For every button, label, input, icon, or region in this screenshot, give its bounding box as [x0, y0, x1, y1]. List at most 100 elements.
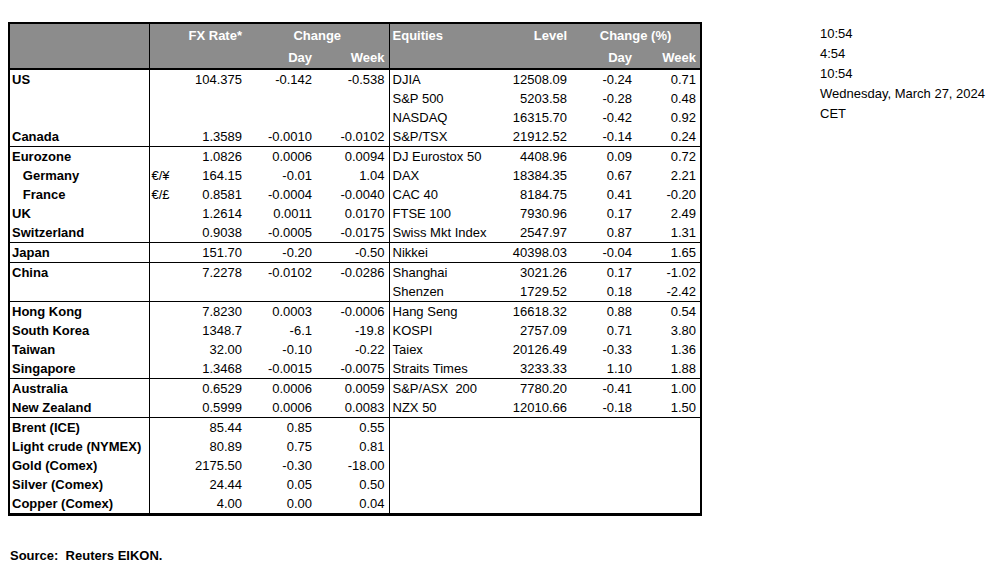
country-cell [9, 108, 149, 127]
fx-rate-value: 7.2278 [202, 265, 242, 280]
fx-day-header: Day [246, 47, 316, 69]
table-row: UK 1.2614 0.0011 0.0170 FTSE 100 7930.96… [9, 204, 701, 223]
fx-change-week-cell: -19.8 [316, 321, 389, 340]
fx-rate-cell [149, 108, 246, 127]
fx-change-day-cell: -0.0015 [246, 359, 316, 379]
equity-level-cell: 4408.96 [496, 147, 571, 167]
equity-change-week-cell: -1.02 [636, 263, 701, 283]
fx-rate-value: 1.2614 [202, 206, 242, 221]
equity-level-cell: 21912.52 [496, 127, 571, 147]
table-body: US 104.375 -0.142 -0.538 DJIA 12508.09 -… [9, 69, 701, 515]
equity-change-week-cell: 3.80 [636, 321, 701, 340]
fx-rate-value: 0.8581 [202, 187, 242, 202]
fx-rate-cell: 1.0826 [149, 147, 246, 167]
equity-level-cell: 2757.09 [496, 321, 571, 340]
equity-change-week-cell: 1.31 [636, 223, 701, 243]
equity-level-cell [496, 418, 571, 438]
equity-change-day-cell [571, 437, 636, 456]
equity-change-week-cell: 0.48 [636, 89, 701, 108]
level-header: Level [496, 23, 571, 69]
table-row: Silver (Comex) 24.44 0.05 0.50 [9, 475, 701, 494]
fx-change-week-cell: 0.50 [316, 475, 389, 494]
fx-change-week-cell: -0.0102 [316, 127, 389, 147]
equity-index-cell: Taiex [389, 340, 496, 359]
fx-change-day-cell: 0.0006 [246, 398, 316, 418]
equity-change-day-cell: -0.28 [571, 89, 636, 108]
equity-index-cell [389, 418, 496, 438]
fx-rate-value: 1.0826 [202, 149, 242, 164]
equity-change-day-cell: -0.14 [571, 127, 636, 147]
equity-change-week-cell: -2.42 [636, 282, 701, 302]
table-row: Switzerland 0.9038 -0.0005 -0.0175 Swiss… [9, 223, 701, 243]
market-table: FX Rate* Change Equities Level Change (%… [8, 22, 702, 516]
equity-level-cell: 2547.97 [496, 223, 571, 243]
country-cell [9, 89, 149, 108]
equity-index-cell: CAC 40 [389, 185, 496, 204]
fx-change-week-cell [316, 89, 389, 108]
country-cell: US [9, 69, 149, 89]
equity-index-cell: S&P 500 [389, 89, 496, 108]
equity-index-cell: KOSPI [389, 321, 496, 340]
table-row: Brent (ICE) 85.44 0.85 0.55 [9, 418, 701, 438]
equity-change-week-cell [636, 437, 701, 456]
equity-change-day-cell [571, 456, 636, 475]
clock-time-2: 4:54 [820, 44, 985, 64]
equity-change-pct-header: Change (%) [571, 23, 701, 47]
fx-change-week-cell: -0.50 [316, 243, 389, 263]
equity-index-cell [389, 456, 496, 475]
country-cell [9, 282, 149, 302]
fx-change-day-cell: -0.142 [246, 69, 316, 89]
fx-change-day-cell: 0.0011 [246, 204, 316, 223]
fx-rate-value: 0.6529 [202, 381, 242, 396]
equity-change-day-cell: -0.42 [571, 108, 636, 127]
clock-time-3: 10:54 [820, 64, 985, 84]
equity-index-cell: DJ Eurostox 50 [389, 147, 496, 167]
currency-pair-label: €/¥ [152, 166, 170, 185]
fx-change-week-cell: 0.0170 [316, 204, 389, 223]
equity-index-cell: S&P/ASX 200 [389, 379, 496, 399]
equity-change-week-cell: 0.72 [636, 147, 701, 167]
country-cell: Taiwan [9, 340, 149, 359]
fx-rate-cell: 151.70 [149, 243, 246, 263]
table-header: FX Rate* Change Equities Level Change (%… [9, 23, 701, 69]
currency-pair-label: €/£ [152, 185, 170, 204]
equity-change-week-cell: -0.20 [636, 185, 701, 204]
fx-change-day-cell: -0.0005 [246, 223, 316, 243]
equity-index-cell: S&P/TSX [389, 127, 496, 147]
equity-change-week-cell: 0.24 [636, 127, 701, 147]
fx-rate-cell: 0.5999 [149, 398, 246, 418]
table-row: Shenzen 1729.52 0.18 -2.42 [9, 282, 701, 302]
equity-index-cell [389, 437, 496, 456]
fx-rate-cell: €/£ 0.8581 [149, 185, 246, 204]
equity-change-week-cell: 1.65 [636, 243, 701, 263]
equity-change-day-cell: 0.18 [571, 282, 636, 302]
table-row: Gold (Comex) 2175.50 -0.30 -18.00 [9, 456, 701, 475]
fx-rate-value: 80.89 [209, 439, 242, 454]
fx-rate-cell [149, 89, 246, 108]
fx-change-day-cell: 0.0006 [246, 379, 316, 399]
fx-rate-cell: 7.2278 [149, 263, 246, 283]
fx-rate-cell: 1.3589 [149, 127, 246, 147]
fx-change-week-cell: -0.538 [316, 69, 389, 89]
equity-change-week-cell: 1.36 [636, 340, 701, 359]
equity-index-cell: NZX 50 [389, 398, 496, 418]
equity-index-cell: Hang Seng [389, 302, 496, 322]
equity-change-day-cell [571, 475, 636, 494]
equity-level-cell [496, 475, 571, 494]
fx-change-header: Change [246, 23, 389, 47]
equity-change-day-cell: 0.17 [571, 204, 636, 223]
fx-change-week-cell: -0.0075 [316, 359, 389, 379]
fx-rate-cell: 7.8230 [149, 302, 246, 322]
table-row: Canada 1.3589 -0.0010 -0.0102 S&P/TSX 21… [9, 127, 701, 147]
equity-level-cell: 20126.49 [496, 340, 571, 359]
table-row: New Zealand 0.5999 0.0006 0.0083 NZX 50 … [9, 398, 701, 418]
fx-change-day-cell: -0.0102 [246, 263, 316, 283]
fx-rate-value: 1.3468 [202, 361, 242, 376]
equity-change-week-cell: 0.54 [636, 302, 701, 322]
fx-rate-cell: 0.9038 [149, 223, 246, 243]
equity-change-day-cell: 0.67 [571, 166, 636, 185]
equity-index-cell: Swiss Mkt Index [389, 223, 496, 243]
equity-week-header: Week [636, 47, 701, 69]
table-row: France €/£0.8581 -0.0004 -0.0040 CAC 40 … [9, 185, 701, 204]
fx-change-week-cell: 0.81 [316, 437, 389, 456]
